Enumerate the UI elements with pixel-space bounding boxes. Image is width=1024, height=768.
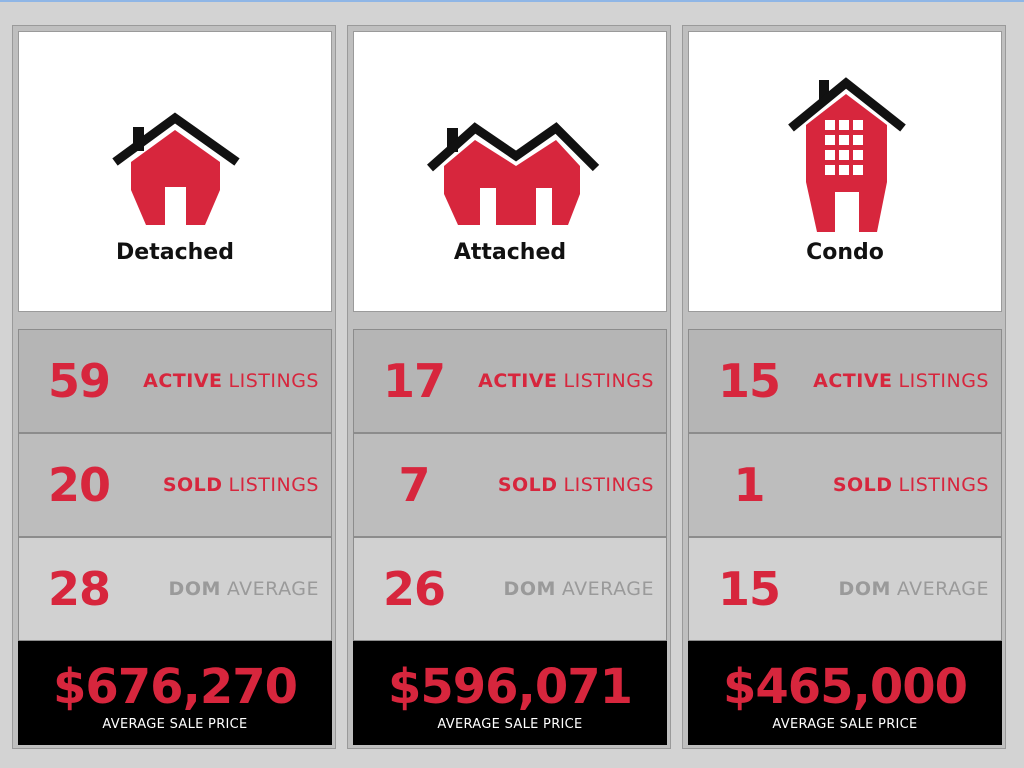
label-rest: AVERAGE (561, 578, 654, 600)
average-sale-price-label: AVERAGE SALE PRICE (772, 717, 918, 732)
label-keyword: SOLD (497, 474, 558, 496)
label-keyword: ACTIVE (813, 370, 893, 392)
condo-building-icon (788, 77, 906, 232)
average-sale-price-label: AVERAGE SALE PRICE (102, 717, 248, 732)
dom-average-label: DOM AVERAGE (129, 538, 319, 640)
sold-listings-row: 1 SOLD LISTINGS (688, 433, 1002, 537)
dom-average-label: DOM AVERAGE (799, 538, 989, 640)
dom-average-value: 26 (382, 562, 446, 616)
condo-column: Condo 15 ACTIVE LISTINGS 1 SOLD LISTINGS… (682, 25, 1006, 749)
dom-average-value: 28 (47, 562, 111, 616)
label-keyword: DOM (168, 578, 221, 600)
label-rest: LISTINGS (563, 370, 654, 392)
average-sale-price-value: $676,270 (52, 659, 298, 715)
label-rest: AVERAGE (226, 578, 319, 600)
detached-column: Detached 59 ACTIVE LISTINGS 20 SOLD LIST… (12, 25, 336, 749)
active-listings-count: 15 (717, 354, 781, 408)
label-rest: LISTINGS (228, 370, 319, 392)
category-card: Attached (353, 31, 667, 312)
label-rest: LISTINGS (228, 474, 319, 496)
sold-listings-label: SOLD LISTINGS (129, 434, 319, 536)
sold-listings-label: SOLD LISTINGS (464, 434, 654, 536)
sold-listings-count: 20 (47, 458, 111, 512)
dom-average-label: DOM AVERAGE (464, 538, 654, 640)
label-rest: LISTINGS (898, 370, 989, 392)
label-rest: LISTINGS (563, 474, 654, 496)
active-listings-count: 59 (47, 354, 111, 408)
label-rest: LISTINGS (898, 474, 989, 496)
detached-house-icon (112, 112, 240, 225)
sold-listings-row: 20 SOLD LISTINGS (18, 433, 332, 537)
category-title: Detached (116, 240, 234, 265)
attached-house-icon (427, 122, 600, 225)
label-keyword: SOLD (832, 474, 893, 496)
dom-average-row: 26 DOM AVERAGE (353, 537, 667, 641)
active-listings-row: 15 ACTIVE LISTINGS (688, 329, 1002, 433)
category-card: Condo (688, 31, 1002, 312)
average-sale-price-panel: $465,000 AVERAGE SALE PRICE (688, 641, 1002, 745)
sold-listings-label: SOLD LISTINGS (799, 434, 989, 536)
label-rest: AVERAGE (896, 578, 989, 600)
average-sale-price-panel: $596,071 AVERAGE SALE PRICE (353, 641, 667, 745)
active-listings-row: 17 ACTIVE LISTINGS (353, 329, 667, 433)
average-sale-price-value: $596,071 (387, 659, 633, 715)
label-keyword: ACTIVE (143, 370, 223, 392)
dom-average-row: 15 DOM AVERAGE (688, 537, 1002, 641)
dom-average-row: 28 DOM AVERAGE (18, 537, 332, 641)
label-keyword: DOM (503, 578, 556, 600)
label-keyword: SOLD (162, 474, 223, 496)
category-title: Condo (806, 240, 884, 265)
sold-listings-row: 7 SOLD LISTINGS (353, 433, 667, 537)
attached-column: Attached 17 ACTIVE LISTINGS 7 SOLD LISTI… (347, 25, 671, 749)
average-sale-price-label: AVERAGE SALE PRICE (437, 717, 583, 732)
dom-average-value: 15 (717, 562, 781, 616)
label-keyword: DOM (838, 578, 891, 600)
label-keyword: ACTIVE (478, 370, 558, 392)
active-listings-row: 59 ACTIVE LISTINGS (18, 329, 332, 433)
active-listings-label: ACTIVE LISTINGS (799, 330, 989, 432)
category-title: Attached (453, 240, 567, 265)
active-listings-count: 17 (382, 354, 446, 408)
active-listings-label: ACTIVE LISTINGS (129, 330, 319, 432)
average-sale-price-panel: $676,270 AVERAGE SALE PRICE (18, 641, 332, 745)
top-border-line (0, 0, 1024, 2)
active-listings-label: ACTIVE LISTINGS (464, 330, 654, 432)
category-card: Detached (18, 31, 332, 312)
sold-listings-count: 1 (733, 458, 765, 512)
sold-listings-count: 7 (398, 458, 430, 512)
average-sale-price-value: $465,000 (722, 659, 968, 715)
